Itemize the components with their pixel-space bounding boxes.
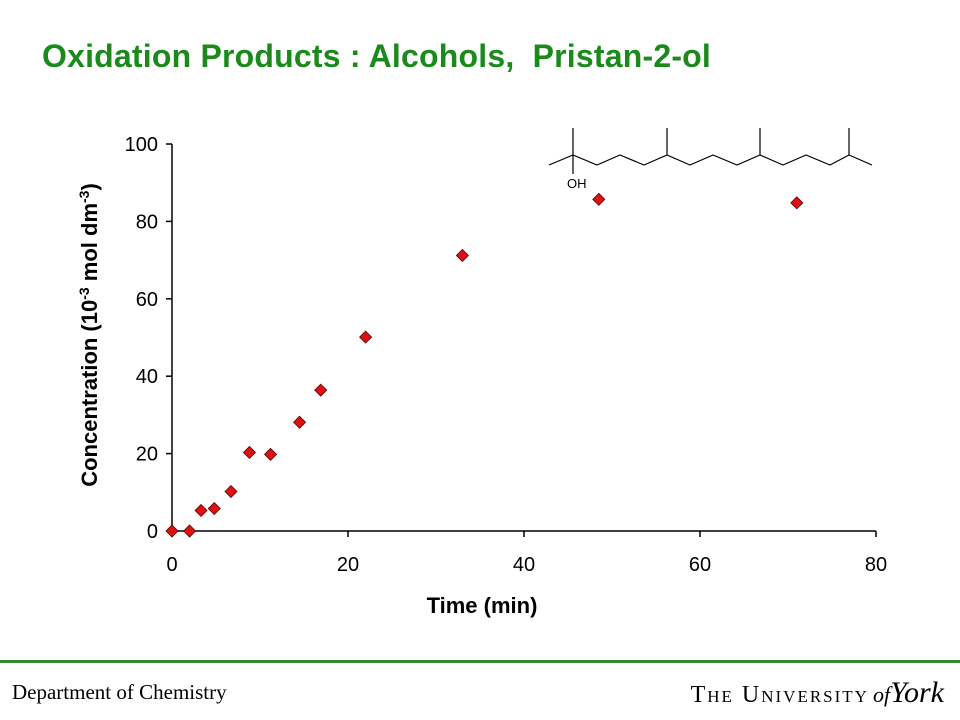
x-tick-label: 40 (513, 554, 535, 576)
scatter-chart: 0 20 40 60 80 100 0 20 40 60 80 Time (min) Concentra… (76, 128, 887, 618)
logo-of-text: of (872, 682, 891, 707)
y-axis-label-part: ) (77, 183, 102, 190)
hydroxyl-label: OH (567, 176, 587, 191)
data-point (790, 196, 804, 210)
x-tick-label: 20 (337, 554, 359, 576)
y-axis-label-part: Concentration (10 (77, 300, 102, 487)
slide-title: Oxidation Products : Alcohols, Pristan-2… (42, 38, 712, 74)
x-tick-label: 0 (166, 554, 177, 576)
data-point (165, 524, 179, 538)
y-tick-label: 60 (136, 289, 158, 311)
data-point (224, 484, 238, 499)
y-axis-label: Concentration (10-3 mol dm-3) (76, 183, 102, 487)
data-point (242, 445, 257, 460)
y-tick-label: 20 (136, 444, 158, 466)
x-axis-label: Time (min) (427, 593, 538, 618)
logo-york-text: York (890, 676, 944, 709)
data-point (359, 330, 373, 344)
data-point (455, 248, 469, 263)
data-point (293, 415, 307, 429)
footer-department: Department of Chemistry (12, 680, 227, 704)
y-tick-label: 40 (136, 366, 158, 388)
y-axis-label-superscript: -3 (76, 287, 92, 300)
data-point (207, 501, 221, 516)
footer-divider (0, 660, 960, 663)
y-tick-label: 80 (136, 211, 158, 233)
y-axis-label-superscript: -3 (76, 190, 92, 203)
university-logo: The University ofYork (691, 676, 944, 710)
y-axis-label-part: mol dm (77, 203, 102, 287)
logo-main-text: The University (690, 682, 869, 708)
molecule-structure: OH (548, 128, 873, 191)
data-point (592, 192, 606, 206)
data-point (194, 503, 208, 518)
x-tick-label: 60 (689, 554, 711, 576)
x-tick-label: 80 (865, 554, 887, 576)
data-point (183, 524, 197, 538)
y-tick-label: 100 (125, 134, 158, 156)
carbon-chain (548, 154, 873, 166)
data-point (263, 447, 278, 461)
y-tick-label: 0 (147, 521, 158, 543)
data-point (314, 383, 328, 397)
